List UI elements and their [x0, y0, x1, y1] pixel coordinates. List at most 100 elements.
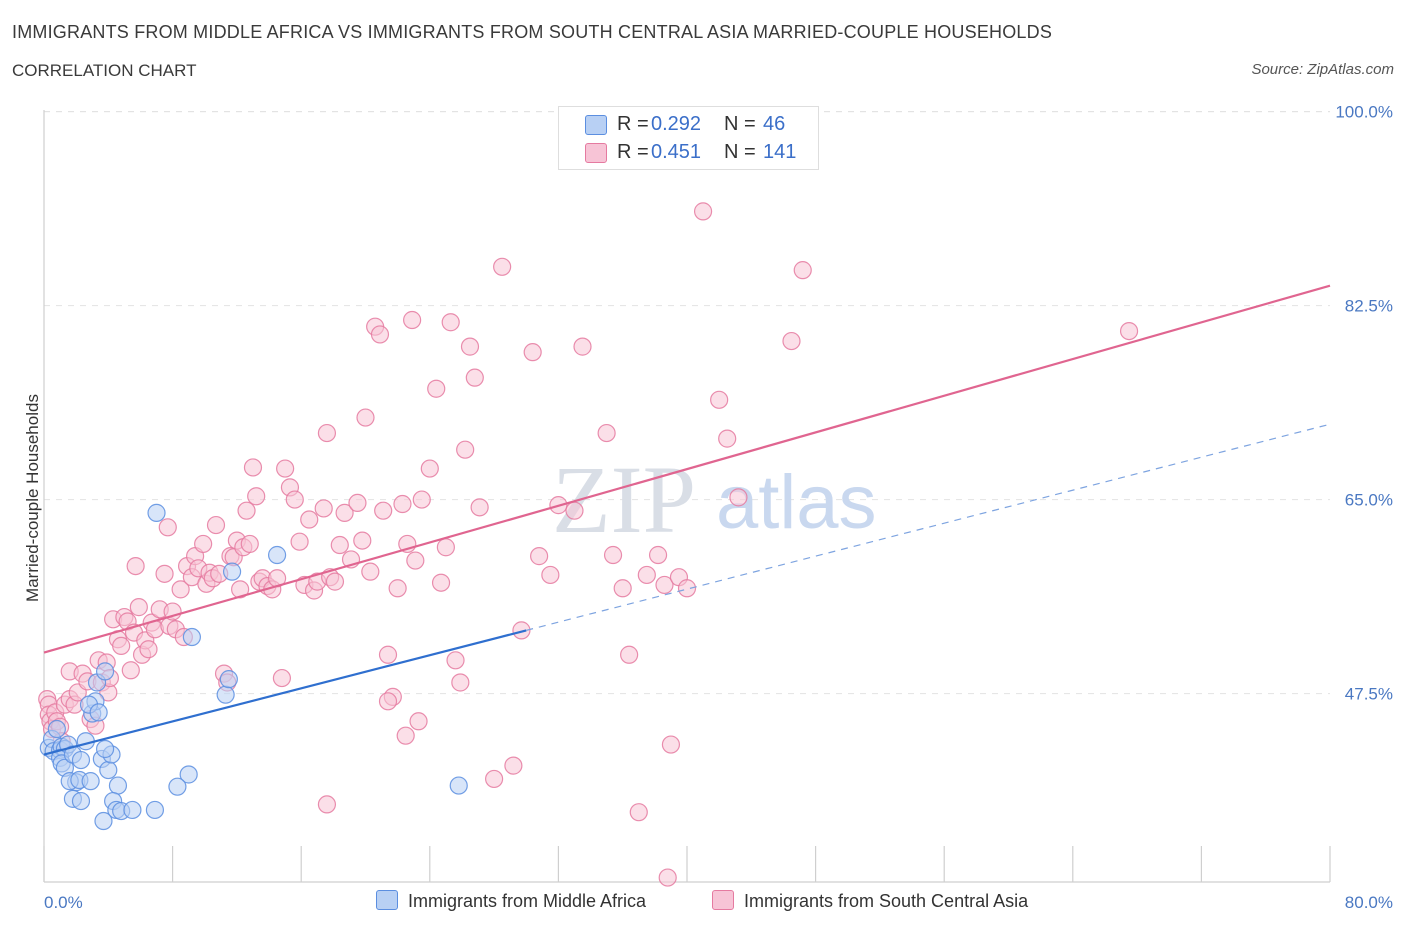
legend-r-label: R = — [617, 141, 649, 163]
legend-n-label: N = — [724, 141, 756, 163]
point-south-central-asia — [493, 257, 512, 276]
legend-item-south-central-asia: Immigrants from South Central Asia — [712, 890, 1028, 912]
point-south-central-asia — [396, 726, 415, 745]
point-south-central-asia — [431, 573, 451, 592]
point-south-central-asia — [597, 423, 616, 443]
point-south-central-asia — [420, 459, 439, 478]
point-middle-africa — [179, 765, 198, 784]
point-south-central-asia — [710, 390, 729, 409]
source-label: Source: ZipAtlas.com — [1251, 61, 1394, 78]
data-points — [38, 202, 1139, 887]
point-south-central-asia — [648, 545, 668, 565]
legend-swatch-pink — [585, 143, 607, 163]
point-middle-africa — [147, 503, 166, 522]
point-south-central-asia — [206, 515, 226, 535]
point-south-central-asia — [335, 503, 354, 522]
point-south-central-asia — [793, 261, 812, 280]
chart-title: IMMIGRANTS FROM MIDDLE AFRICA VS IMMIGRA… — [12, 22, 1053, 42]
legend-n-label: N = — [724, 113, 756, 135]
point-south-central-asia — [693, 202, 713, 221]
point-south-central-asia — [782, 331, 801, 351]
point-middle-africa — [168, 777, 187, 796]
point-south-central-asia — [370, 325, 390, 344]
point-south-central-asia — [637, 565, 656, 585]
point-south-central-asia — [655, 575, 674, 595]
point-south-central-asia — [231, 580, 250, 599]
point-south-central-asia — [126, 556, 145, 576]
trend-lines — [43, 284, 1331, 756]
legend-swatch-pink — [712, 890, 734, 910]
point-middle-africa — [81, 772, 100, 791]
point-south-central-asia — [403, 310, 422, 330]
correlation-legend: R = 0.292 N = 46 R = 0.451 N = 141 — [558, 106, 819, 170]
point-middle-africa — [94, 811, 113, 831]
point-south-central-asia — [330, 535, 349, 555]
point-middle-africa — [219, 670, 238, 689]
point-south-central-asia — [504, 756, 523, 775]
point-south-central-asia — [677, 579, 697, 598]
point-south-central-asia — [465, 368, 484, 387]
point-south-central-asia — [565, 501, 584, 520]
point-middle-africa — [123, 800, 142, 820]
legend-n-value: 141 — [763, 141, 797, 163]
y-tick-labels: 100.0% 82.5% 65.0% 47.5% — [1335, 103, 1393, 704]
y-tick-label: 100.0% — [1335, 103, 1393, 122]
point-south-central-asia — [314, 499, 333, 518]
point-south-central-asia — [541, 565, 560, 585]
point-south-central-asia — [158, 518, 177, 537]
point-middle-africa — [99, 760, 118, 780]
point-south-central-asia — [378, 692, 398, 711]
point-middle-africa — [71, 750, 91, 770]
point-south-central-asia — [456, 440, 475, 459]
point-south-central-asia — [446, 651, 465, 670]
point-south-central-asia — [374, 501, 393, 520]
point-middle-africa — [108, 776, 128, 795]
point-south-central-asia — [378, 645, 398, 664]
point-south-central-asia — [658, 868, 677, 887]
point-south-central-asia — [276, 459, 295, 478]
point-south-central-asia — [240, 534, 259, 554]
point-south-central-asia — [512, 621, 531, 640]
point-south-central-asia — [661, 735, 681, 754]
trend-line-south-central-asia — [43, 284, 1331, 654]
point-south-central-asia — [237, 501, 256, 520]
x-tick-label-min: 0.0% — [44, 893, 83, 912]
legend-swatch-blue — [585, 115, 607, 135]
point-south-central-asia — [317, 795, 337, 814]
point-middle-africa — [216, 685, 235, 704]
point-middle-africa — [71, 791, 91, 811]
point-south-central-asia — [603, 545, 623, 565]
point-south-central-asia — [348, 493, 367, 513]
point-south-central-asia — [629, 803, 648, 822]
point-middle-africa — [182, 627, 201, 647]
grid-lines — [44, 111, 1330, 695]
point-south-central-asia — [121, 661, 140, 680]
point-south-central-asia — [470, 498, 489, 517]
point-south-central-asia — [393, 494, 412, 514]
point-middle-africa — [95, 662, 115, 681]
point-south-central-asia — [272, 668, 292, 688]
legend-label: Immigrants from South Central Asia — [744, 891, 1029, 911]
point-south-central-asia — [356, 408, 375, 427]
point-south-central-asia — [171, 580, 190, 599]
x-tick-labels: 0.0% 80.0% — [44, 893, 1393, 912]
legend-r-value: 0.292 — [651, 113, 702, 135]
point-middle-africa — [449, 776, 468, 795]
legend-item-middle-africa: Immigrants from Middle Africa — [376, 890, 646, 912]
watermark-zip: ZIP — [552, 446, 696, 553]
point-south-central-asia — [436, 538, 455, 557]
point-south-central-asia — [290, 532, 309, 551]
point-south-central-asia — [361, 562, 380, 581]
point-south-central-asia — [409, 712, 428, 731]
point-south-central-asia — [353, 531, 372, 550]
point-south-central-asia — [388, 579, 407, 598]
x-tick-label-max: 80.0% — [1345, 893, 1393, 912]
point-south-central-asia — [441, 313, 460, 332]
legend-n-value: 46 — [763, 113, 786, 135]
point-south-central-asia — [139, 640, 158, 659]
legend-label: Immigrants from Middle Africa — [408, 891, 647, 911]
point-south-central-asia — [1119, 322, 1139, 341]
point-middle-africa — [47, 719, 66, 739]
point-south-central-asia — [729, 488, 748, 507]
